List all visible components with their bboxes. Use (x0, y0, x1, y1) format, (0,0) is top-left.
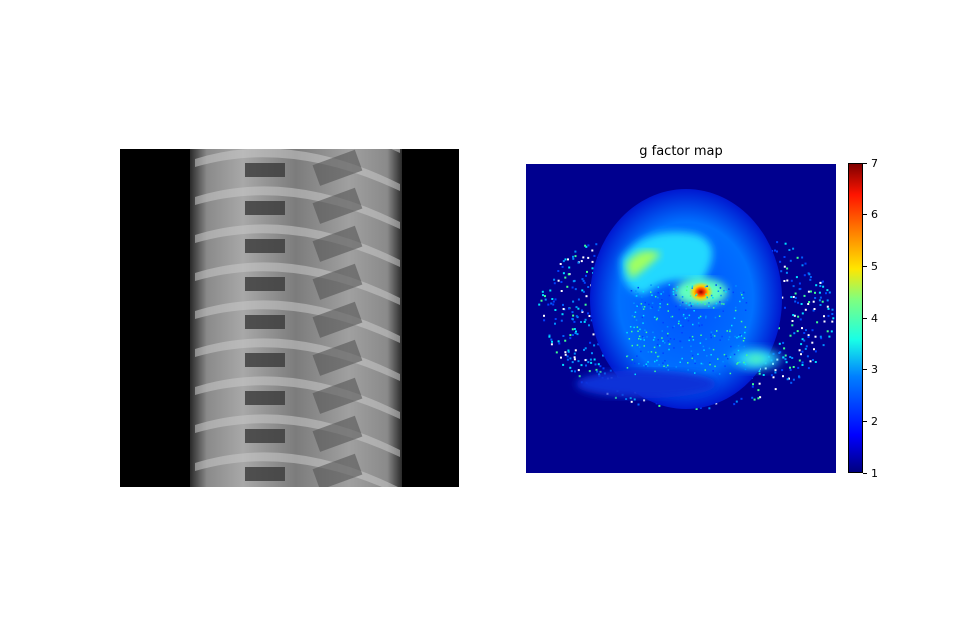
colorbar-tick (863, 472, 867, 474)
grayscale-image (190, 149, 402, 487)
grayscale-image-panel (120, 149, 459, 487)
chart-title: g factor map (639, 144, 723, 159)
colorbar-tick (863, 162, 867, 164)
colorbar-tick-label: 5 (871, 259, 878, 273)
colorbar (848, 163, 863, 473)
colorbar-tick-label: 1 (871, 466, 878, 480)
heatmap-canvas (538, 189, 835, 410)
colorbar-tick (863, 214, 867, 216)
colorbar-tick-label: 6 (871, 208, 878, 222)
colorbar-tick (863, 420, 867, 422)
colorbar-tick-label: 2 (871, 414, 878, 428)
colorbar-tick (863, 369, 867, 371)
colorbar-tick (863, 317, 867, 319)
g-factor-heatmap (526, 164, 836, 473)
colorbar-tick-label: 7 (871, 156, 878, 170)
colorbar-tick-label: 4 (871, 311, 878, 325)
colorbar-tick (863, 265, 867, 267)
colorbar-tick-label: 3 (871, 363, 878, 377)
